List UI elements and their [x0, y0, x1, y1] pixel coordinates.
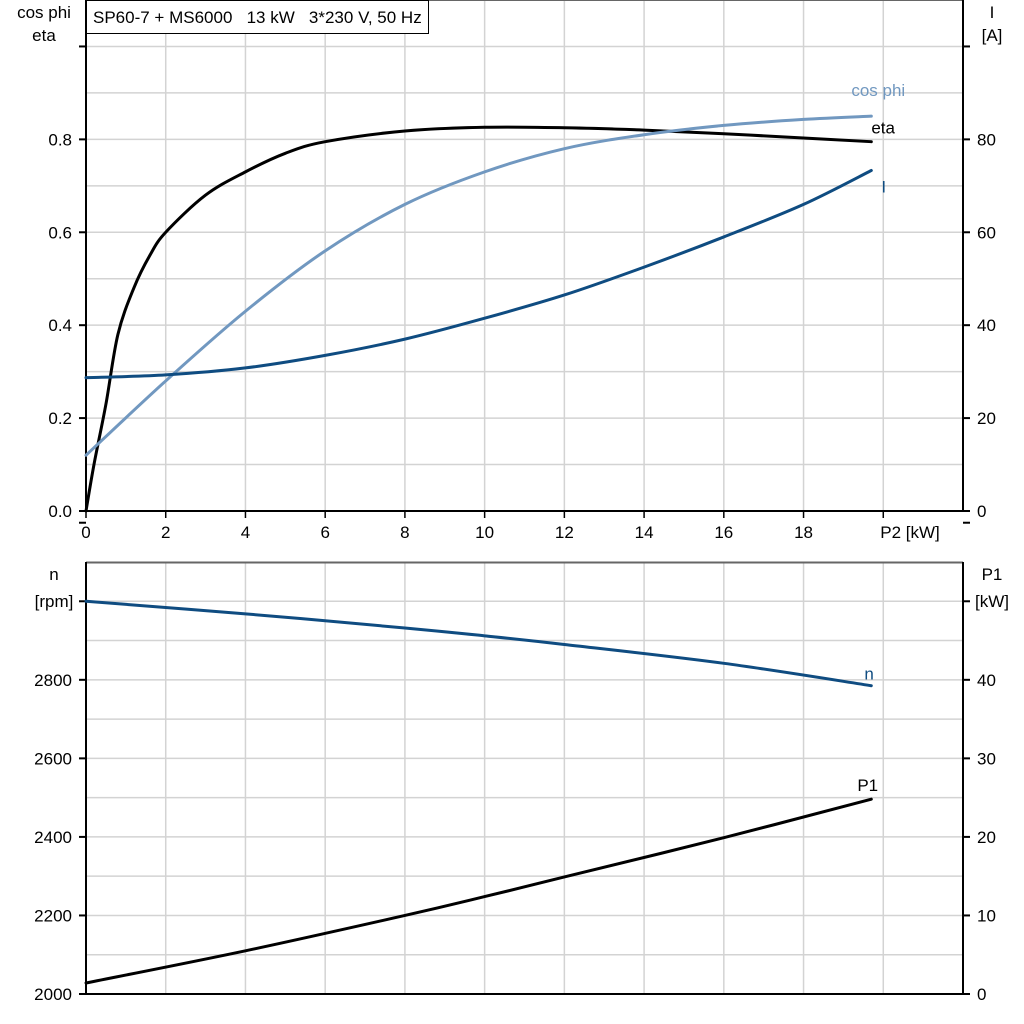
left-axis-label: [rpm] [35, 592, 74, 611]
x-tick-label: 10 [475, 523, 494, 542]
right-tick-label: 30 [977, 749, 996, 768]
right-tick-label: 20 [977, 828, 996, 847]
series-label-P1: P1 [857, 776, 878, 795]
left-tick-label: 2600 [34, 749, 72, 768]
right-tick-label: 40 [977, 671, 996, 690]
x-tick-label: 2 [161, 523, 170, 542]
series-label-I: I [881, 177, 886, 196]
right-axis-label: [kW] [975, 592, 1009, 611]
right-tick-label: 0 [977, 985, 986, 1004]
right-axis-label: P1 [982, 565, 1003, 584]
left-tick-label: 0.6 [48, 223, 72, 242]
series-label-n: n [864, 665, 873, 684]
right-tick-label: 80 [977, 130, 996, 149]
right-axis-label: [A] [982, 26, 1003, 45]
x-tick-label: 0 [81, 523, 90, 542]
x-axis-label: P2 [kW] [880, 523, 940, 542]
series-line-I [84, 168, 873, 380]
x-tick-label: 16 [714, 523, 733, 542]
right-tick-label: 60 [977, 223, 996, 242]
right-axis-label: I [990, 3, 995, 22]
right-tick-label: 40 [977, 316, 996, 335]
series-line-n [84, 599, 873, 688]
left-axis-label: eta [32, 26, 56, 45]
left-tick-label: 2000 [34, 985, 72, 1004]
x-tick-label: 12 [555, 523, 574, 542]
x-tick-label: 14 [635, 523, 654, 542]
left-tick-label: 2200 [34, 906, 72, 925]
x-tick-label: 4 [241, 523, 250, 542]
x-tick-label: 18 [794, 523, 813, 542]
left-tick-label: 2400 [34, 828, 72, 847]
series-line-P1 [84, 797, 873, 985]
left-axis-label: cos phi [17, 3, 71, 22]
left-axis-label: n [49, 565, 58, 584]
series-line-cos-phi [84, 114, 873, 457]
left-tick-label: 0.4 [48, 316, 72, 335]
x-tick-label: 8 [400, 523, 409, 542]
right-tick-label: 0 [977, 502, 986, 521]
right-tick-label: 10 [977, 906, 996, 925]
series-label-cos-phi: cos phi [851, 81, 905, 100]
left-tick-label: 0.2 [48, 409, 72, 428]
left-tick-label: 0.8 [48, 130, 72, 149]
left-tick-label: 0.0 [48, 502, 72, 521]
right-tick-label: 20 [977, 409, 996, 428]
chart-title: SP60-7 + MS6000 13 kW 3*230 V, 50 Hz [86, 0, 429, 34]
series-label-eta: eta [871, 119, 895, 138]
left-tick-label: 2800 [34, 671, 72, 690]
x-tick-label: 6 [320, 523, 329, 542]
